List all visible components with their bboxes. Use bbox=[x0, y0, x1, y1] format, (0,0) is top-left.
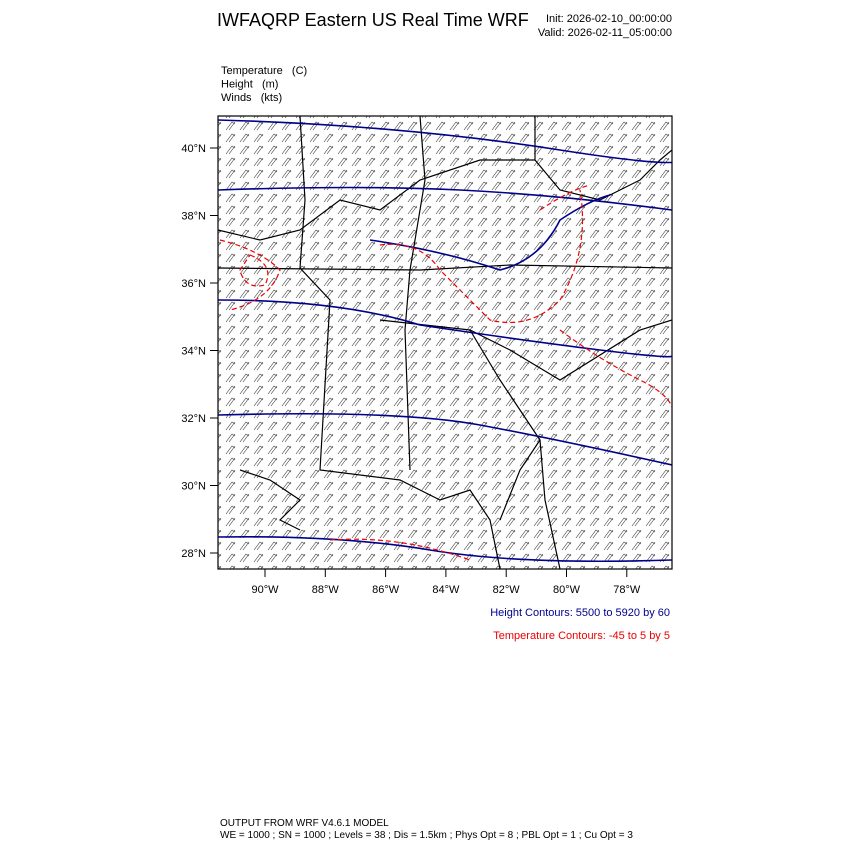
lon-label: 84°W bbox=[432, 584, 460, 596]
lat-label: 34°N bbox=[181, 346, 206, 358]
title: IWFAQRP Eastern US Real Time WRF bbox=[217, 10, 529, 30]
lat-label: 40°N bbox=[181, 143, 206, 155]
lon-label: 82°W bbox=[493, 584, 521, 596]
field-label: Height (m) bbox=[221, 79, 278, 91]
valid-time: Valid: 2026-02-11_05:00:00 bbox=[538, 27, 672, 39]
lon-label: 90°W bbox=[251, 584, 279, 596]
temperature-note: Temperature Contours: -45 to 5 by 5 bbox=[493, 630, 670, 642]
lon-label: 80°W bbox=[553, 584, 581, 596]
borders bbox=[218, 116, 672, 569]
footer-line: OUTPUT FROM WRF V4.6.1 MODEL bbox=[220, 818, 389, 829]
height-contours bbox=[218, 119, 672, 563]
lat-label: 38°N bbox=[181, 211, 206, 223]
lat-label: 36°N bbox=[181, 278, 206, 290]
lat-label: 32°N bbox=[181, 413, 206, 425]
init-time: Init: 2026-02-10_00:00:00 bbox=[546, 13, 672, 25]
wind-barbs bbox=[218, 116, 672, 569]
axes: 40°N 38°N 36°N 34°N 32°N 30°N 28°N 90°W 88°W 86°W… bbox=[181, 143, 640, 596]
lat-label: 30°N bbox=[181, 481, 206, 493]
field-label: Temperature (C) bbox=[221, 65, 307, 77]
lat-label: 28°N bbox=[181, 548, 206, 560]
footer-line: WE = 1000 ; SN = 1000 ; Levels = 38 ; Di… bbox=[220, 830, 633, 841]
field-list: Temperature (C) Height (m)Winds (kts) bbox=[221, 65, 307, 104]
lon-label: 86°W bbox=[372, 584, 400, 596]
lon-label: 88°W bbox=[312, 584, 340, 596]
height-note: Height Contours: 5500 to 5920 by 60 bbox=[490, 607, 670, 619]
map-frame bbox=[217, 115, 673, 570]
lon-label: 78°W bbox=[613, 584, 641, 596]
map bbox=[218, 116, 672, 569]
field-label: Winds (kts) bbox=[221, 92, 282, 104]
